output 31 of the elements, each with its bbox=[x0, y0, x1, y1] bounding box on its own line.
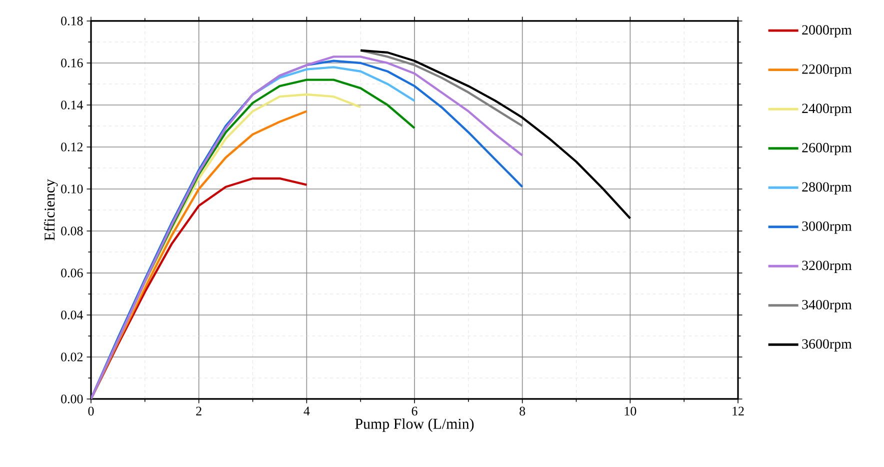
x-tick-label: 12 bbox=[732, 406, 744, 416]
line-series bbox=[91, 110, 308, 399]
legend-label: 2600rpm bbox=[802, 142, 852, 156]
legend-label: 2800rpm bbox=[802, 182, 852, 194]
y-tick-label: 0.00 bbox=[61, 394, 83, 404]
y-tick-label: 0.12 bbox=[61, 142, 83, 152]
x-tick-label: 0 bbox=[88, 406, 94, 416]
y-tick-label: 0.06 bbox=[61, 268, 83, 278]
y-tick-label: 0.10 bbox=[61, 184, 83, 194]
legend-label: 2400rpm bbox=[802, 104, 852, 116]
x-tick-label: 2 bbox=[196, 406, 202, 416]
y-tick-label: 0.16 bbox=[61, 58, 83, 68]
y-tick-label: 0.14 bbox=[61, 100, 84, 110]
legend-label: 3600rpm bbox=[802, 339, 852, 352]
legend-label: 2000rpm bbox=[802, 25, 852, 38]
y-tick-label: 0.04 bbox=[61, 310, 84, 320]
line-series bbox=[359, 49, 524, 128]
line-series bbox=[359, 49, 632, 220]
x-tick-label: 4 bbox=[304, 406, 310, 416]
y-tick-label: 0.02 bbox=[61, 352, 83, 362]
legend-label: 3400rpm bbox=[802, 300, 852, 312]
y-axis-title: Efficiency bbox=[44, 179, 58, 241]
legend-label: 3200rpm bbox=[802, 260, 852, 273]
y-tick-label: 0.18 bbox=[61, 16, 83, 26]
x-tick-label: 6 bbox=[412, 406, 418, 416]
y-tick-label: 0.08 bbox=[61, 226, 83, 236]
x-axis-title: Pump Flow (L/min) bbox=[355, 418, 474, 432]
legend-label: 3000rpm bbox=[802, 221, 852, 234]
legend-label: 2200rpm bbox=[802, 64, 852, 77]
x-tick-label: 8 bbox=[520, 406, 526, 416]
x-tick-label: 10 bbox=[624, 406, 636, 416]
